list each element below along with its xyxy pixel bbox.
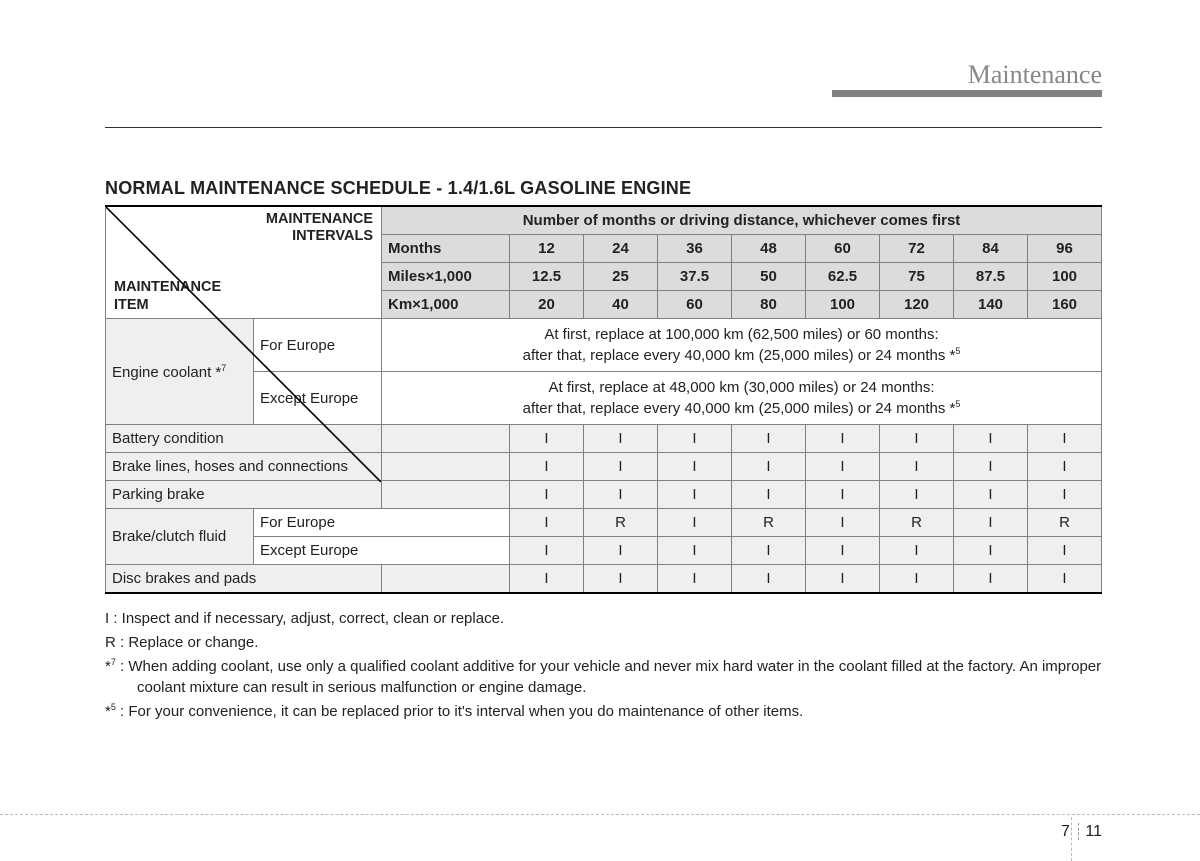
km-val: 60 (658, 291, 732, 319)
footnotes: I : Inspect and if necessary, adjust, co… (105, 608, 1102, 723)
months-val: 12 (510, 235, 584, 263)
months-val: 36 (658, 235, 732, 263)
miles-label: Miles×1,000 (382, 263, 510, 291)
intervals-label-2: INTERVALS (292, 228, 373, 244)
coolant-sub-europe: For Europe (254, 319, 382, 372)
months-val: 24 (584, 235, 658, 263)
footnote-7: *7 : When adding coolant, use only a qua… (105, 656, 1102, 700)
brake-fluid-europe: For Europe (254, 509, 510, 537)
engine-coolant-label: Engine coolant *7 (106, 319, 254, 425)
months-val: 96 (1028, 235, 1102, 263)
parking-brake-label: Parking brake (106, 481, 382, 509)
miles-val: 50 (732, 263, 806, 291)
disc-brakes-row: Disc brakes and pads IIIIIIII (106, 565, 1102, 594)
footnote-5: *5 : For your convenience, it can be rep… (105, 701, 1102, 723)
page-header-bar: Maintenance (105, 60, 1102, 90)
brake-lines-row: Brake lines, hoses and connections IIIII… (106, 453, 1102, 481)
coolant-sub-except: Except Europe (254, 372, 382, 425)
page-number: 7 11 (1061, 823, 1102, 841)
miles-val: 62.5 (806, 263, 880, 291)
page-header-accent (832, 90, 1102, 97)
km-label: Km×1,000 (382, 291, 510, 319)
months-val: 72 (880, 235, 954, 263)
months-val: 48 (732, 235, 806, 263)
legend-I: I : Inspect and if necessary, adjust, co… (105, 608, 1102, 630)
km-val: 120 (880, 291, 954, 319)
maintenance-table: MAINTENANCE INTERVALS MAINTENANCE ITEM N… (105, 205, 1102, 594)
miles-val: 12.5 (510, 263, 584, 291)
km-val: 40 (584, 291, 658, 319)
intervals-label-1: MAINTENANCE (266, 211, 373, 227)
km-val: 100 (806, 291, 880, 319)
brake-fluid-label: Brake/clutch fluid (106, 509, 254, 565)
battery-label: Battery condition (106, 425, 382, 453)
km-val: 160 (1028, 291, 1102, 319)
coolant-europe-text: At first, replace at 100,000 km (62,500 … (382, 319, 1102, 372)
parking-brake-row: Parking brake IIIIIIII (106, 481, 1102, 509)
brake-fluid-except: Except Europe (254, 537, 510, 565)
months-val: 84 (954, 235, 1028, 263)
crop-mark-h (0, 814, 1200, 815)
months-val: 60 (806, 235, 880, 263)
item-label-1: MAINTENANCE (114, 279, 221, 295)
km-val: 140 (954, 291, 1028, 319)
disc-brakes-label: Disc brakes and pads (106, 565, 382, 594)
battery-row: Battery condition IIIIIIII (106, 425, 1102, 453)
miles-val: 75 (880, 263, 954, 291)
km-val: 20 (510, 291, 584, 319)
diagonal-header: MAINTENANCE INTERVALS MAINTENANCE ITEM (106, 206, 382, 319)
brake-lines-label: Brake lines, hoses and connections (106, 453, 382, 481)
section-title: NORMAL MAINTENANCE SCHEDULE - 1.4/1.6L G… (105, 178, 1102, 199)
page-header-rule (105, 127, 1102, 128)
miles-val: 37.5 (658, 263, 732, 291)
intervals-span-header: Number of months or driving distance, wh… (382, 206, 1102, 235)
legend-R: R : Replace or change. (105, 632, 1102, 654)
months-label: Months (382, 235, 510, 263)
miles-val: 25 (584, 263, 658, 291)
km-val: 80 (732, 291, 806, 319)
page-header-title: Maintenance (968, 60, 1102, 90)
item-label-2: ITEM (114, 297, 149, 313)
miles-val: 100 (1028, 263, 1102, 291)
miles-val: 87.5 (954, 263, 1028, 291)
coolant-except-text: At first, replace at 48,000 km (30,000 m… (382, 372, 1102, 425)
